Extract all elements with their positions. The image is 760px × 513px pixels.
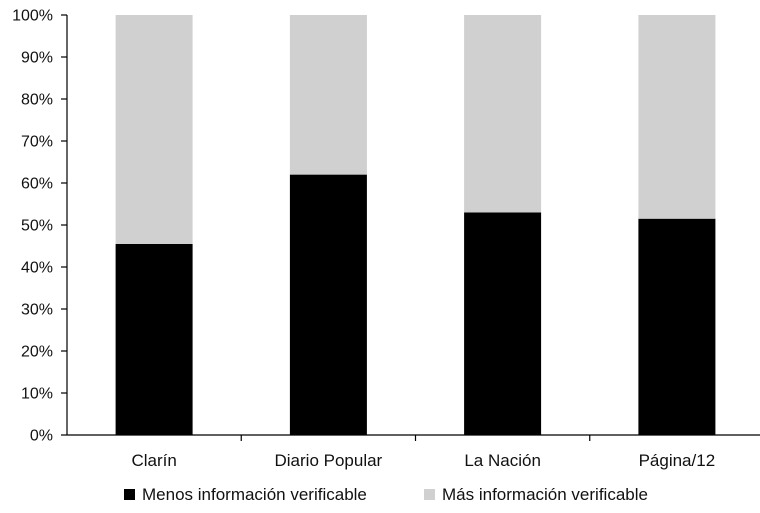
y-tick-label: 20% (21, 344, 53, 361)
legend-label-menos: Menos información verificable (142, 485, 367, 504)
legend-swatch-menos (124, 489, 135, 500)
bar-menos-1 (289, 174, 367, 435)
y-tick-label: 50% (21, 218, 53, 235)
bar-menos-3 (638, 218, 716, 435)
x-tick-label: Diario Popular (275, 451, 383, 470)
y-tick-label: 30% (21, 302, 53, 319)
y-tick-label: 80% (21, 92, 53, 109)
bar-mas-1 (289, 15, 367, 175)
y-axis-ticks: 0% 10% 20% 30% 40% 50% 60% 70% 80% 90% 100% (12, 8, 67, 445)
y-tick-label: 100% (12, 8, 53, 25)
y-tick-label: 40% (21, 260, 53, 277)
bar-mas-0 (115, 15, 193, 244)
legend-swatch-mas (424, 489, 435, 500)
x-axis-ticks: Clarín Diario Popular La Nación Página/12 (131, 435, 715, 470)
y-tick-label: 60% (21, 176, 53, 193)
y-tick-label: 10% (21, 386, 53, 403)
bar-menos-0 (115, 243, 193, 435)
y-tick-label: 0% (30, 428, 53, 445)
y-tick-label: 70% (21, 134, 53, 151)
bar-mas-3 (638, 15, 716, 219)
bar-mas-2 (464, 15, 542, 213)
bar-menos-2 (464, 212, 542, 435)
bars-layer (115, 15, 716, 435)
legend-label-mas: Más información verificable (442, 485, 648, 504)
x-tick-label: La Nación (464, 451, 541, 470)
x-tick-label: Clarín (131, 451, 176, 470)
x-tick-label: Página/12 (639, 451, 716, 470)
legend: Menos información verificable Más informa… (124, 485, 648, 504)
y-tick-label: 90% (21, 50, 53, 67)
